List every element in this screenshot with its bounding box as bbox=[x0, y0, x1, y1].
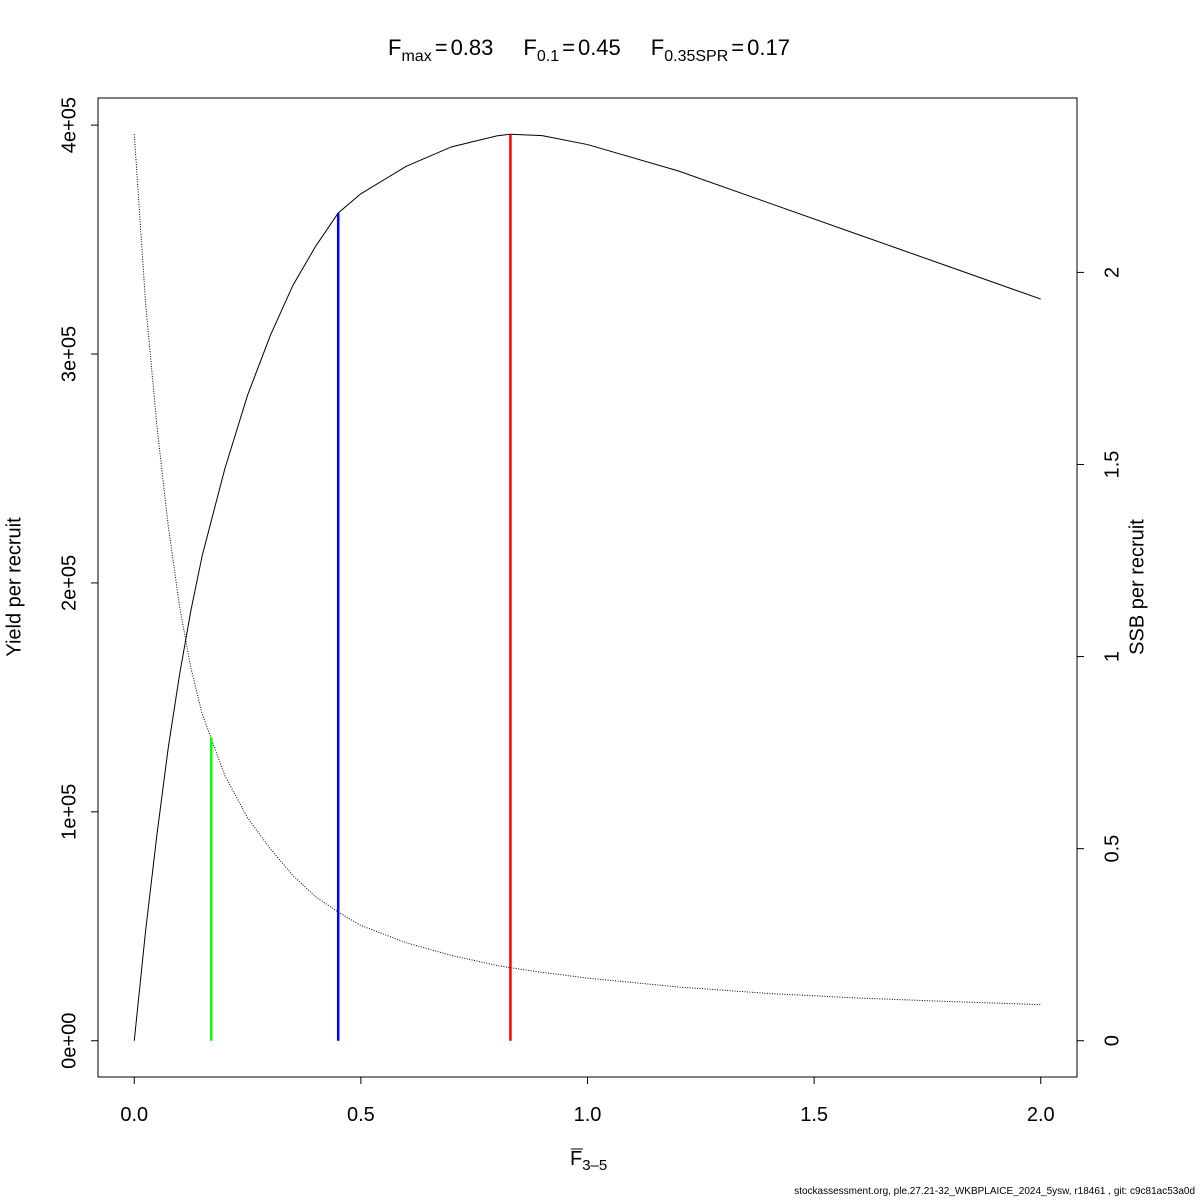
title-symbol: F bbox=[651, 35, 664, 60]
y-tick-label: 2e+05 bbox=[58, 555, 80, 611]
title-operator: = bbox=[435, 35, 448, 60]
title-subscript: max bbox=[401, 48, 431, 65]
x-tick-label: 0.0 bbox=[120, 1104, 148, 1126]
title-subscript: 0.35SPR bbox=[664, 48, 728, 65]
y-tick-label: 1e+05 bbox=[58, 784, 80, 840]
title-symbol: F bbox=[388, 35, 401, 60]
chart-title: Fmax = 0.83 F0.1 = 0.45 F0.35SPR = 0.17 bbox=[388, 35, 790, 65]
y2-tick-label: 0.5 bbox=[1101, 835, 1123, 863]
plot-frame bbox=[97, 97, 1078, 1078]
x-tick-label: 1.5 bbox=[800, 1104, 828, 1126]
footer: stockassessment.org, ple.27.21-32_WKBPLA… bbox=[794, 1186, 1195, 1197]
x-label-subscript: 3–5 bbox=[582, 1157, 607, 1174]
y2-tick-label: 0 bbox=[1101, 1035, 1123, 1046]
x-tick-label: 1.0 bbox=[574, 1104, 602, 1126]
title-operator: = bbox=[731, 35, 744, 60]
x-tick-label: 0.5 bbox=[347, 1104, 375, 1126]
x-axis-label: F3–5 bbox=[570, 1148, 607, 1174]
y-axis-label: Yield per recruit bbox=[3, 517, 25, 657]
title-value: 0.83 bbox=[451, 35, 494, 60]
y-tick-label: 3e+05 bbox=[58, 326, 80, 382]
curve bbox=[133, 133, 1041, 1041]
y2-tick-label: 1.5 bbox=[1101, 451, 1123, 479]
y2-tick-label: 2 bbox=[1101, 267, 1123, 278]
title-symbol: F bbox=[523, 35, 536, 60]
y2-axis-label: SSB per recruit bbox=[1126, 519, 1148, 655]
title-value: 0.17 bbox=[747, 35, 790, 60]
curve bbox=[133, 134, 1041, 1006]
y2-tick-label: 1 bbox=[1101, 651, 1123, 662]
title-value: 0.45 bbox=[578, 35, 621, 60]
y-tick-label: 0e+00 bbox=[58, 1013, 80, 1069]
title-operator: = bbox=[562, 35, 575, 60]
x-tick-label: 2.0 bbox=[1027, 1104, 1055, 1126]
x-label-symbol: F bbox=[570, 1148, 582, 1170]
y-tick-label: 4e+05 bbox=[58, 97, 80, 153]
title-subscript: 0.1 bbox=[537, 48, 559, 65]
